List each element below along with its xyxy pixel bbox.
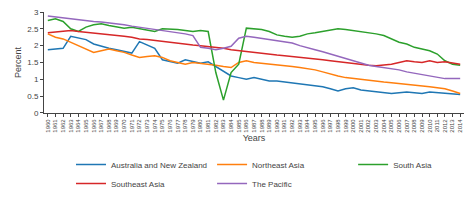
svg-text:1985: 1985 [236, 119, 242, 133]
svg-text:1964: 1964 [75, 119, 81, 133]
svg-text:1997: 1997 [327, 119, 333, 133]
svg-text:Northeast Asia: Northeast Asia [252, 161, 305, 170]
svg-text:1979: 1979 [190, 119, 196, 133]
svg-text:1991: 1991 [282, 119, 288, 133]
svg-text:2001: 2001 [358, 119, 364, 133]
svg-text:1996: 1996 [320, 119, 326, 133]
svg-text:1975: 1975 [159, 119, 165, 133]
svg-text:1978: 1978 [182, 119, 188, 133]
svg-text:1993: 1993 [297, 119, 303, 133]
svg-text:2011: 2011 [434, 119, 440, 133]
svg-text:1980: 1980 [198, 119, 204, 133]
svg-text:1967: 1967 [98, 119, 104, 133]
svg-text:1998: 1998 [335, 119, 341, 133]
svg-text:3: 3 [34, 8, 39, 17]
svg-text:0.5: 0.5 [27, 92, 39, 101]
svg-text:1986: 1986 [243, 119, 249, 133]
svg-text:1966: 1966 [91, 119, 97, 133]
svg-text:1995: 1995 [312, 119, 318, 133]
svg-text:1994: 1994 [304, 119, 310, 133]
svg-text:1968: 1968 [106, 119, 112, 133]
svg-text:2008: 2008 [411, 119, 417, 133]
svg-text:1973: 1973 [144, 119, 150, 133]
svg-text:1: 1 [34, 75, 39, 84]
svg-text:2014: 2014 [457, 119, 463, 133]
svg-text:1962: 1962 [60, 119, 66, 133]
svg-text:1983: 1983 [220, 119, 226, 133]
svg-text:1974: 1974 [152, 119, 158, 133]
svg-text:1992: 1992 [289, 119, 295, 133]
svg-text:2010: 2010 [427, 119, 433, 133]
svg-text:2003: 2003 [373, 119, 379, 133]
svg-text:1970: 1970 [121, 119, 127, 133]
svg-text:2.5: 2.5 [27, 25, 39, 34]
svg-text:2012: 2012 [442, 119, 448, 133]
svg-text:2006: 2006 [396, 119, 402, 133]
svg-text:0: 0 [34, 109, 39, 118]
svg-text:2002: 2002 [366, 119, 372, 133]
svg-text:2: 2 [34, 41, 39, 50]
svg-text:1999: 1999 [343, 119, 349, 133]
svg-text:2009: 2009 [419, 119, 425, 133]
svg-text:1984: 1984 [228, 119, 234, 133]
svg-text:1987: 1987 [251, 119, 257, 133]
svg-text:2000: 2000 [350, 119, 356, 133]
svg-text:2007: 2007 [404, 119, 410, 133]
svg-text:1988: 1988 [259, 119, 265, 133]
svg-text:2005: 2005 [388, 119, 394, 133]
svg-text:1969: 1969 [114, 119, 120, 133]
svg-text:1961: 1961 [52, 119, 58, 133]
svg-text:1.5: 1.5 [27, 58, 39, 67]
svg-text:1971: 1971 [129, 119, 135, 133]
svg-text:Australia and New Zealand: Australia and New Zealand [111, 161, 207, 170]
svg-text:1963: 1963 [68, 119, 74, 133]
svg-text:1990: 1990 [274, 119, 280, 133]
svg-text:1976: 1976 [167, 119, 173, 133]
svg-text:1982: 1982 [213, 119, 219, 133]
svg-text:1981: 1981 [205, 119, 211, 133]
svg-text:1989: 1989 [266, 119, 272, 133]
svg-text:Southeast Asia: Southeast Asia [111, 180, 165, 189]
svg-text:1977: 1977 [175, 119, 181, 133]
svg-text:1972: 1972 [136, 119, 142, 133]
svg-text:The Pacific: The Pacific [252, 180, 292, 189]
svg-text:2004: 2004 [381, 119, 387, 133]
svg-text:1960: 1960 [45, 119, 51, 133]
svg-text:2013: 2013 [450, 119, 456, 133]
svg-text:Percent: Percent [13, 46, 23, 78]
svg-text:South Asia: South Asia [393, 161, 432, 170]
svg-text:1965: 1965 [83, 119, 89, 133]
svg-text:Years: Years [243, 133, 266, 143]
